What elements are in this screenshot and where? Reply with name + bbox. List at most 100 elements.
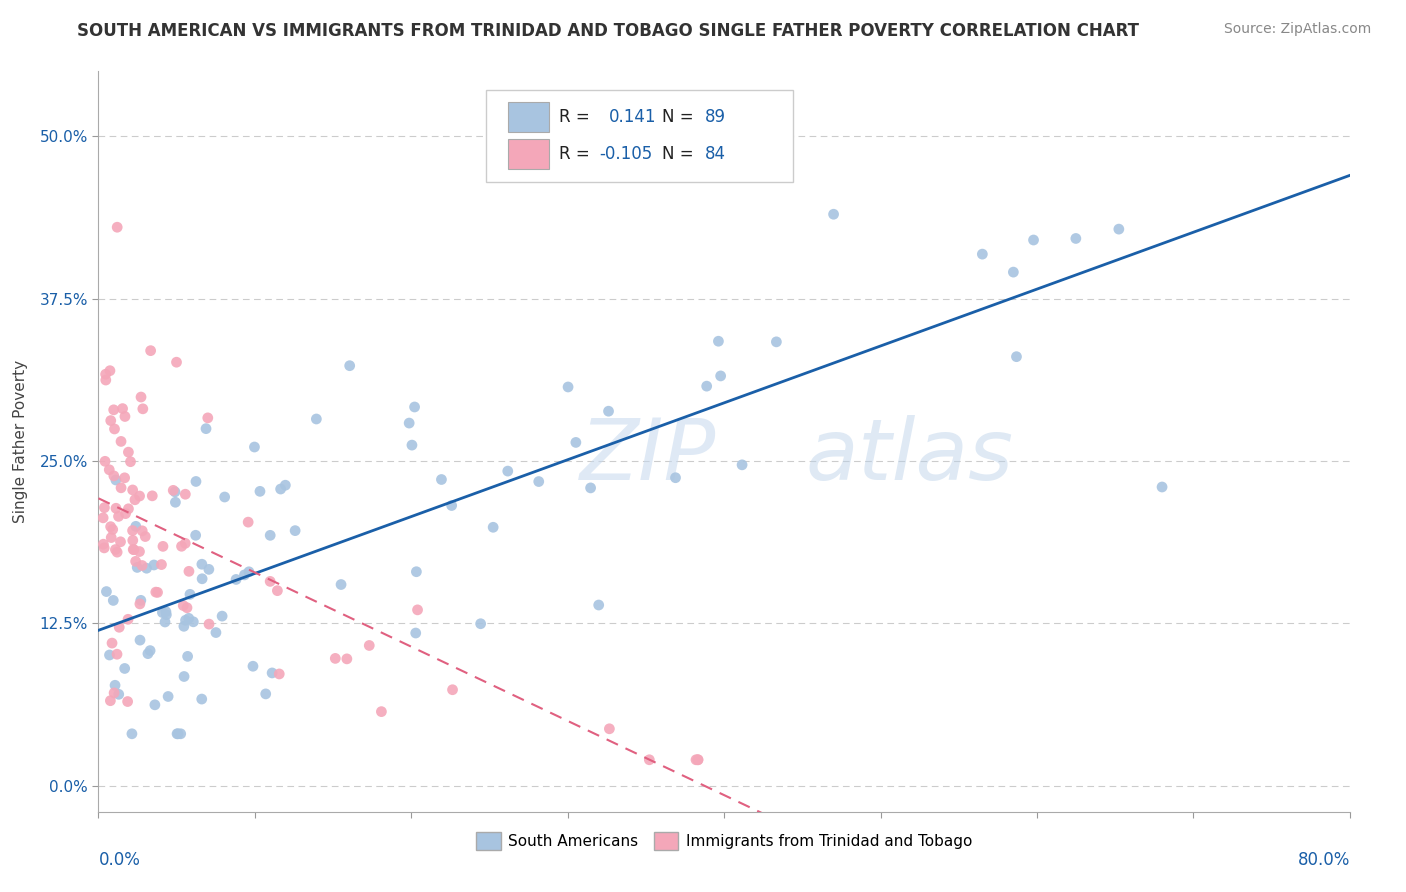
- Point: [101, 523, 124, 537]
- Point: [638, 753, 661, 767]
- Text: 80.0%: 80.0%: [1298, 851, 1350, 869]
- Point: [259, 574, 281, 589]
- Point: [238, 515, 260, 529]
- Point: [404, 400, 426, 414]
- Point: [1108, 222, 1130, 236]
- Point: [262, 665, 284, 680]
- Point: [122, 542, 145, 557]
- Point: [179, 587, 201, 601]
- Point: [176, 600, 198, 615]
- Point: [100, 694, 122, 708]
- Point: [146, 585, 169, 599]
- Point: [94, 368, 117, 382]
- Point: [131, 558, 153, 573]
- Point: [266, 583, 288, 598]
- Point: [142, 558, 165, 572]
- Point: [470, 616, 492, 631]
- Point: [110, 481, 132, 495]
- Point: [114, 409, 136, 424]
- Point: [105, 501, 128, 516]
- Point: [94, 373, 117, 387]
- Point: [125, 519, 148, 533]
- Point: [177, 564, 200, 578]
- Text: N =: N =: [661, 108, 693, 127]
- Legend: South Americans, Immigrants from Trinidad and Tobago: South Americans, Immigrants from Trinida…: [470, 826, 979, 856]
- Point: [104, 542, 127, 557]
- Point: [270, 482, 292, 496]
- Point: [1002, 265, 1025, 279]
- Point: [129, 390, 152, 404]
- Point: [190, 692, 212, 706]
- Point: [105, 647, 128, 661]
- Point: [686, 753, 709, 767]
- Point: [117, 694, 139, 708]
- Point: [155, 605, 177, 619]
- Y-axis label: Single Father Poverty: Single Father Poverty: [14, 360, 28, 523]
- Text: Source: ZipAtlas.com: Source: ZipAtlas.com: [1223, 22, 1371, 37]
- Point: [121, 483, 143, 497]
- Point: [401, 438, 423, 452]
- Point: [482, 520, 505, 534]
- Point: [143, 698, 166, 712]
- Point: [176, 649, 198, 664]
- Point: [370, 705, 392, 719]
- Point: [122, 542, 145, 557]
- Point: [134, 529, 156, 543]
- Point: [696, 379, 718, 393]
- Point: [128, 597, 150, 611]
- Point: [527, 475, 550, 489]
- Point: [274, 478, 297, 492]
- Point: [1022, 233, 1045, 247]
- Point: [139, 343, 162, 358]
- Point: [117, 501, 139, 516]
- Text: 84: 84: [706, 145, 727, 163]
- Point: [238, 565, 260, 579]
- Point: [139, 643, 162, 657]
- Point: [198, 617, 221, 632]
- Point: [117, 445, 139, 459]
- Point: [150, 558, 173, 572]
- Point: [129, 633, 152, 648]
- Point: [100, 414, 122, 428]
- Point: [117, 612, 139, 626]
- Point: [173, 669, 195, 683]
- Point: [254, 687, 277, 701]
- Point: [98, 364, 121, 378]
- Point: [174, 487, 197, 501]
- Point: [440, 499, 463, 513]
- Point: [441, 682, 464, 697]
- Point: [93, 537, 115, 551]
- Point: [249, 484, 271, 499]
- Point: [155, 607, 177, 622]
- Point: [557, 380, 579, 394]
- Point: [121, 524, 143, 538]
- Point: [93, 541, 115, 555]
- Point: [100, 519, 122, 533]
- Point: [195, 422, 218, 436]
- Point: [163, 484, 186, 499]
- Point: [121, 533, 143, 548]
- Point: [398, 416, 420, 430]
- Point: [98, 648, 121, 662]
- Point: [124, 492, 146, 507]
- Point: [686, 753, 709, 767]
- Point: [205, 625, 228, 640]
- Point: [685, 753, 707, 767]
- Text: 0.141: 0.141: [609, 108, 657, 127]
- Point: [107, 687, 129, 701]
- Point: [707, 334, 730, 349]
- Point: [323, 651, 346, 665]
- Point: [103, 686, 125, 700]
- Point: [141, 489, 163, 503]
- Point: [336, 652, 359, 666]
- Point: [405, 565, 427, 579]
- Point: [359, 639, 381, 653]
- Point: [972, 247, 994, 261]
- Point: [111, 401, 134, 416]
- Point: [145, 585, 167, 599]
- Point: [1005, 350, 1028, 364]
- Point: [104, 678, 127, 692]
- Point: [91, 511, 114, 525]
- Point: [579, 481, 602, 495]
- Point: [124, 554, 146, 568]
